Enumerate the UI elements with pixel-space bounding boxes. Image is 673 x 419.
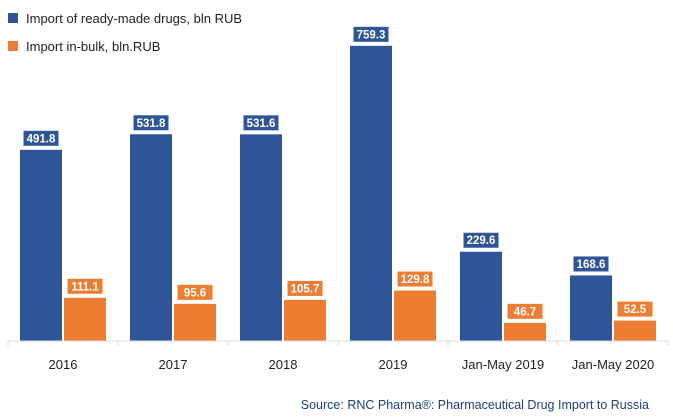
bar-ready-made	[460, 251, 502, 341]
bars-layer	[20, 45, 656, 342]
data-label-text: 491.8	[27, 133, 56, 145]
data-label-in-bulk: 129.8	[395, 269, 435, 289]
data-label-box	[571, 254, 611, 274]
data-label-text: 111.1	[71, 281, 99, 293]
x-tick-label: 2016	[49, 357, 78, 372]
data-label-box	[21, 128, 61, 148]
data-label-text: 531.8	[137, 118, 166, 130]
data-label-box	[131, 113, 171, 133]
x-tick-label: Jan-May 2019	[462, 357, 544, 372]
data-label-text: 229.6	[467, 235, 496, 247]
bar-ready-made	[350, 45, 392, 342]
legend-swatch-ready-made	[8, 13, 18, 23]
bar-in-bulk	[394, 290, 436, 341]
bar-in-bulk	[614, 320, 656, 341]
data-label-text: 129.8	[401, 274, 430, 286]
legend-swatch-in-bulk	[8, 41, 18, 51]
legend: Import of ready-made drugs, bln RUB Impo…	[8, 8, 242, 64]
data-label-ready-made: 531.6	[241, 113, 281, 133]
data-label-ready-made: 491.8	[21, 128, 61, 148]
data-label-text: 95.6	[184, 287, 206, 299]
legend-label-ready-made: Import of ready-made drugs, bln RUB	[26, 10, 243, 26]
bar-in-bulk	[64, 297, 106, 341]
data-labels-layer: 491.8 111.1 531.8 95.6 531.6 105.7 759.3 129.8 2…	[21, 24, 655, 321]
source-note: Source: RNC Pharma®: Pharmaceutical Drug…	[300, 398, 649, 412]
x-axis-ticks	[7, 341, 669, 346]
bar-ready-made	[130, 134, 172, 341]
data-label-box	[241, 113, 281, 133]
data-label-ready-made: 531.8	[131, 113, 171, 133]
data-label-text: 46.7	[514, 306, 536, 318]
data-label-ready-made: 759.3	[351, 24, 391, 44]
data-label-box	[65, 276, 105, 296]
data-label-text: 531.6	[247, 118, 276, 130]
x-tick-label: Jan-May 2020	[572, 357, 654, 372]
data-label-box	[461, 230, 501, 250]
x-tick-label: 2018	[269, 357, 298, 372]
data-label-box	[175, 282, 215, 302]
data-label-in-bulk: 105.7	[285, 278, 325, 298]
data-label-in-bulk: 111.1	[65, 276, 105, 296]
bar-in-bulk	[504, 322, 546, 341]
data-label-box	[395, 269, 435, 289]
data-label-text: 759.3	[357, 29, 386, 41]
data-label-text: 105.7	[291, 283, 320, 295]
data-label-box	[615, 299, 655, 319]
legend-label-in-bulk: Import in-bulk, bln.RUB	[26, 38, 161, 54]
data-label-in-bulk: 52.5	[615, 299, 655, 319]
data-label-text: 52.5	[624, 304, 647, 316]
data-label-box	[505, 301, 545, 321]
x-axis-tick-labels: 2016 2017 2018 2019 Jan-May 2019 Jan-May 2020	[49, 357, 655, 372]
legend-item-in-bulk: Import in-bulk, bln.RUB	[8, 36, 242, 56]
bar-ready-made	[20, 149, 62, 341]
data-label-in-bulk: 46.7	[505, 301, 545, 321]
bar-in-bulk	[284, 299, 326, 341]
bar-ready-made	[570, 275, 612, 341]
bar-in-bulk	[174, 303, 216, 341]
data-label-box	[351, 24, 391, 44]
x-tick-label: 2019	[379, 357, 408, 372]
data-label-in-bulk: 95.6	[175, 282, 215, 302]
x-tick-label: 2017	[159, 357, 188, 372]
data-label-box	[285, 278, 325, 298]
data-label-ready-made: 229.6	[461, 230, 501, 250]
bar-ready-made	[240, 134, 282, 341]
data-label-ready-made: 168.6	[571, 254, 611, 274]
legend-item-ready-made: Import of ready-made drugs, bln RUB	[8, 8, 242, 28]
data-label-text: 168.6	[577, 259, 606, 271]
